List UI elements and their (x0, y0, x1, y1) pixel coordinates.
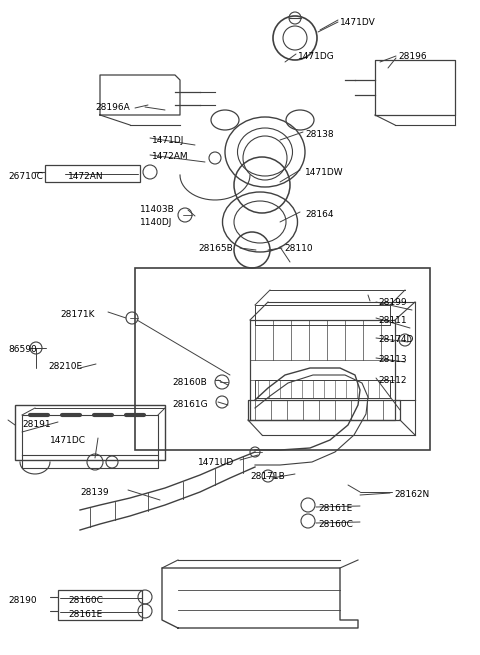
Text: 28196A: 28196A (95, 103, 130, 112)
Text: 28160B: 28160B (172, 378, 207, 387)
Text: 28161E: 28161E (68, 610, 102, 619)
Bar (15, 405, 165, 460)
Text: 28161E: 28161E (318, 504, 352, 513)
Text: 28139: 28139 (80, 488, 108, 497)
Text: 1472AN: 1472AN (68, 172, 104, 181)
Text: 28196: 28196 (398, 52, 427, 61)
Text: 28171K: 28171K (60, 310, 95, 319)
Text: 28160C: 28160C (68, 596, 103, 605)
Text: 28191: 28191 (22, 420, 50, 429)
Bar (45, 165, 140, 182)
Text: 28160C: 28160C (318, 520, 353, 529)
Text: 28110: 28110 (284, 244, 312, 253)
Text: 28162N: 28162N (394, 490, 429, 499)
Text: 28190: 28190 (8, 596, 36, 605)
Text: 28171B: 28171B (250, 472, 285, 481)
Text: 1472AM: 1472AM (152, 152, 189, 161)
Text: 28161G: 28161G (172, 400, 208, 409)
Text: 86590: 86590 (8, 345, 37, 354)
Text: 1471DG: 1471DG (298, 52, 335, 61)
Text: 1471UD: 1471UD (198, 458, 234, 467)
Text: 28199: 28199 (378, 298, 407, 307)
Bar (135, 268, 430, 450)
Text: 28164: 28164 (305, 210, 334, 219)
Text: 28113: 28113 (378, 355, 407, 364)
Text: 28210E: 28210E (48, 362, 82, 371)
Text: 28112: 28112 (378, 376, 407, 385)
Bar (58, 590, 142, 620)
Text: 28138: 28138 (305, 130, 334, 139)
Text: 28111: 28111 (378, 316, 407, 325)
Text: 28165B: 28165B (198, 244, 233, 253)
Text: 26710C: 26710C (8, 172, 43, 181)
Text: 11403B: 11403B (140, 205, 175, 214)
Text: 1471DV: 1471DV (340, 18, 376, 27)
Text: 1140DJ: 1140DJ (140, 218, 172, 227)
Text: 1471DC: 1471DC (50, 436, 86, 445)
Text: 1471DW: 1471DW (305, 168, 344, 177)
Text: 28174D: 28174D (378, 335, 413, 344)
Text: 1471DJ: 1471DJ (152, 136, 184, 145)
